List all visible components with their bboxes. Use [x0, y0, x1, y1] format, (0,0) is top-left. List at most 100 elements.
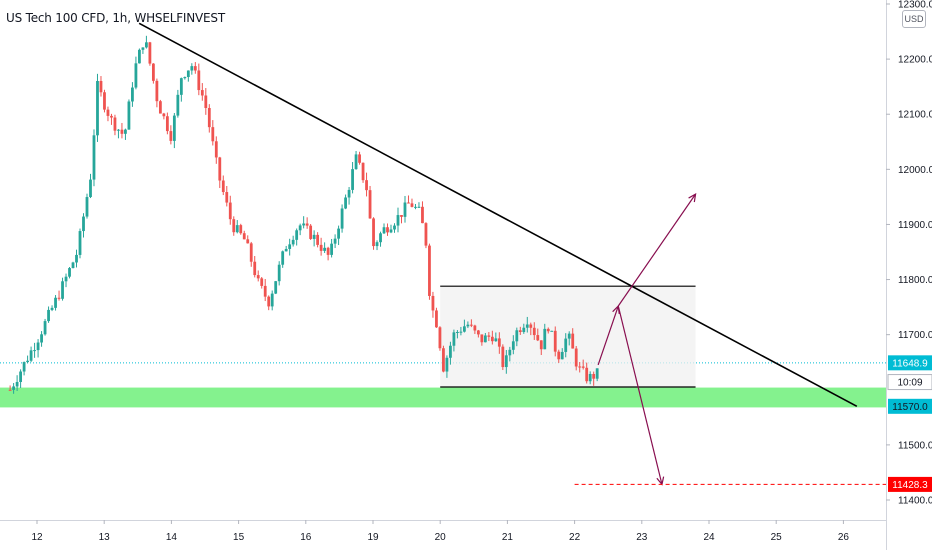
candle: [221, 175, 225, 196]
candle-body: [260, 278, 264, 286]
candle: [515, 327, 519, 347]
candle-body: [75, 254, 78, 263]
candle-body: [211, 127, 215, 142]
candle: [462, 319, 466, 333]
candle-body: [15, 381, 19, 387]
currency-badge[interactable]: USD: [902, 10, 926, 28]
candle-body: [26, 360, 29, 363]
candle: [138, 48, 141, 64]
candle-body: [462, 326, 466, 332]
trend-line[interactable]: [138, 22, 858, 408]
candle: [372, 217, 375, 250]
support-zone[interactable]: [0, 387, 886, 408]
candle-body: [19, 371, 23, 382]
candle-body: [382, 227, 386, 234]
candle: [414, 203, 417, 210]
candle-body: [141, 47, 145, 50]
candle-body: [581, 366, 585, 368]
candle-body: [333, 238, 337, 244]
candle: [424, 222, 428, 249]
candle-body: [298, 225, 302, 231]
x-tick-label: 14: [166, 532, 178, 543]
candle: [312, 230, 316, 247]
candle: [43, 318, 47, 336]
price-label-last-price[interactable]: 11648.9: [888, 355, 932, 371]
projection-arrow[interactable]: [617, 193, 697, 307]
candle: [12, 383, 16, 394]
candle: [428, 243, 431, 300]
candle-body: [284, 248, 288, 252]
projection-arrow[interactable]: [597, 305, 619, 366]
candle-body: [522, 327, 526, 333]
candle-body: [536, 335, 540, 341]
candle: [564, 333, 568, 358]
candle: [235, 220, 239, 234]
candle: [536, 328, 540, 342]
candle-body: [242, 233, 246, 240]
price-label-support[interactable]: 11570.0: [888, 398, 932, 414]
candle: [305, 217, 309, 229]
price-label-target[interactable]: 11428.3: [888, 476, 932, 492]
candle-body: [456, 332, 459, 334]
candle: [532, 322, 536, 340]
candle: [456, 330, 459, 339]
candle-body: [473, 325, 477, 331]
candle: [435, 307, 438, 328]
candle-body: [431, 295, 435, 311]
candle-body: [396, 215, 400, 226]
candle: [351, 161, 354, 194]
candle-body: [186, 70, 190, 78]
candle: [99, 76, 103, 97]
candle: [333, 234, 337, 249]
candle-body: [490, 336, 494, 342]
candle: [340, 204, 344, 233]
candle: [57, 290, 61, 301]
symbol-title[interactable]: US Tech 100 CFD, 1h, WHSELFINVEST: [6, 11, 225, 25]
candle-body: [449, 345, 452, 358]
candle: [494, 332, 498, 342]
candle: [361, 162, 365, 183]
candle-body: [309, 225, 313, 239]
candle: [518, 326, 522, 335]
price-label-text: 10:09: [897, 378, 922, 389]
x-tick-label: 19: [367, 532, 379, 543]
price-label-countdown[interactable]: 10:09: [887, 374, 932, 391]
candle: [158, 99, 162, 114]
candle: [284, 245, 288, 252]
price-label-bg: [888, 476, 932, 492]
candle-body: [305, 223, 309, 226]
y-tick-label: 11500.0: [898, 440, 932, 451]
candle-body: [218, 157, 222, 181]
candle: [466, 321, 470, 329]
arrow-head: [688, 192, 697, 203]
candle-body: [435, 310, 438, 328]
candle: [106, 106, 110, 122]
y-tick-label: 11400.0: [898, 496, 932, 507]
candle: [165, 112, 169, 135]
candle-body: [553, 330, 557, 352]
candle-body: [557, 351, 561, 360]
candle-body: [319, 244, 323, 251]
candle: [319, 237, 323, 256]
candle: [68, 266, 71, 279]
candle-body: [560, 351, 564, 360]
candle: [487, 332, 491, 342]
candle: [543, 323, 547, 350]
candle-body: [78, 231, 82, 255]
candle: [197, 63, 201, 96]
candle: [176, 89, 180, 118]
candle: [469, 319, 473, 328]
candle-body: [183, 77, 187, 79]
x-tick-label: 23: [636, 532, 648, 543]
candle: [267, 295, 271, 311]
projection-arrow[interactable]: [617, 305, 663, 485]
candle: [316, 232, 320, 248]
y-tick-label: 11800.0: [898, 275, 932, 286]
candle-body: [344, 197, 347, 209]
candle-body: [113, 117, 117, 131]
candle: [379, 231, 382, 247]
candle: [452, 329, 456, 352]
candle-body: [525, 324, 529, 328]
candle: [508, 346, 512, 362]
